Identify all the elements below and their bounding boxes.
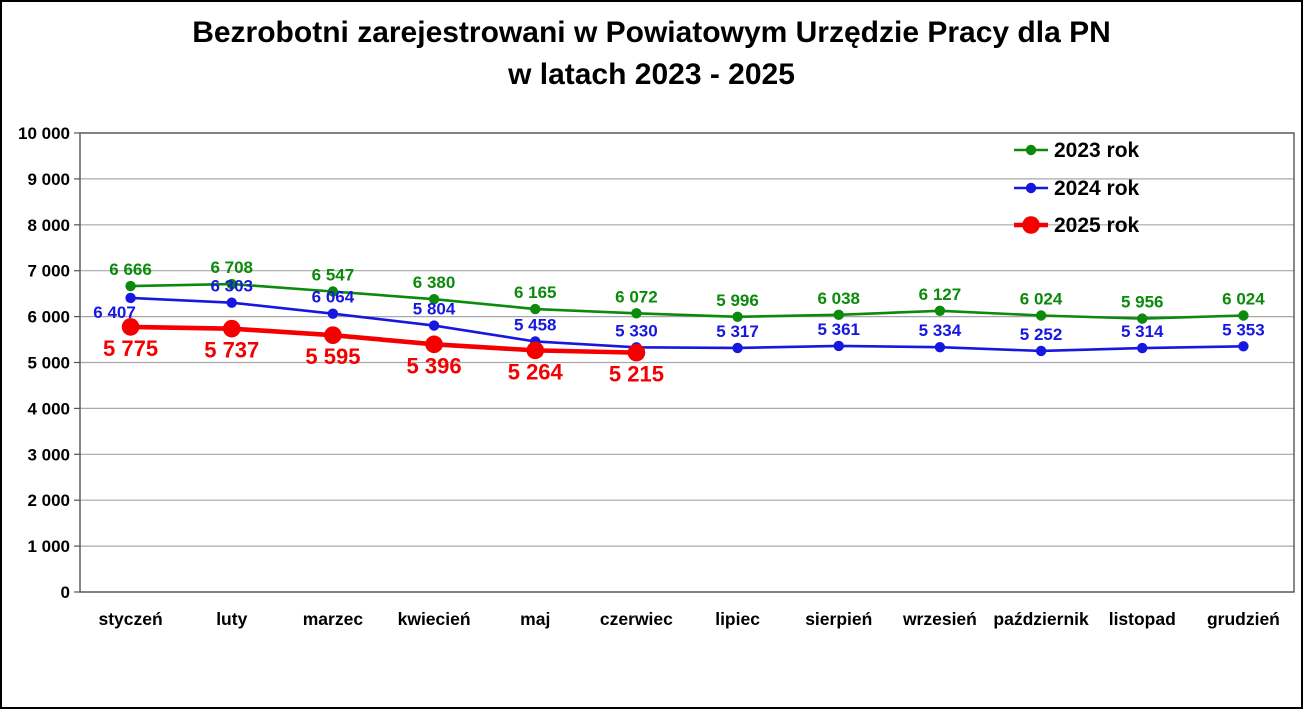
legend-label: 2024 rok [1054, 177, 1140, 200]
data-point-marker [125, 280, 136, 292]
chart-title-line2: w latach 2023 - 2025 [508, 58, 795, 91]
data-point-label: 5 775 [103, 336, 158, 361]
data-point-label: 6 127 [919, 285, 962, 304]
data-point-label: 6 165 [514, 283, 557, 302]
data-point-label: 5 396 [407, 353, 462, 378]
data-point-marker [1035, 345, 1047, 357]
data-point-marker [1238, 310, 1249, 321]
data-point-label: 6 666 [109, 260, 152, 279]
plot-border [79, 132, 1295, 593]
data-point-marker [327, 286, 339, 297]
legend-marker [1025, 182, 1037, 194]
data-point-marker [627, 343, 646, 362]
data-point-marker [324, 326, 342, 344]
data-point-marker [833, 340, 844, 352]
x-axis-category-label: listopad [1109, 609, 1176, 629]
data-point-label: 5 996 [716, 291, 759, 310]
x-axis-category-label: lipiec [715, 609, 760, 629]
y-axis-tick-label: 1 000 [27, 537, 70, 556]
data-point-marker [833, 309, 844, 321]
data-point-label: 5 334 [919, 321, 962, 340]
data-point-marker [934, 305, 946, 316]
y-axis-tick-label: 9 000 [27, 170, 70, 189]
data-point-marker [125, 292, 136, 304]
data-point-marker [428, 320, 440, 331]
series-line-2025-rok [128, 324, 639, 355]
data-point-label: 5 314 [1121, 322, 1164, 341]
data-point-label: 5 215 [609, 362, 664, 387]
legend-label: 2025 rok [1054, 214, 1140, 237]
data-point-label: 5 458 [514, 315, 557, 334]
data-point-label: 6 038 [817, 289, 860, 308]
x-axis-category-label: grudzień [1207, 609, 1280, 629]
series-line-2024-rok [129, 296, 1245, 353]
y-axis-tick-label: 7 000 [27, 262, 70, 281]
y-axis-tick-label: 0 [61, 583, 70, 602]
data-point-marker [428, 293, 440, 305]
data-point-label: 6 547 [312, 265, 355, 284]
data-point-label: 5 804 [413, 300, 456, 319]
data-point-marker [222, 319, 241, 338]
x-axis-category-label: maj [520, 609, 550, 629]
data-point-marker [226, 297, 237, 308]
data-point-label: 5 737 [204, 338, 259, 363]
data-point-label: 6 708 [210, 258, 253, 277]
data-point-label: 6 024 [1020, 289, 1063, 308]
x-axis-category-label: wrzesień [902, 609, 977, 629]
data-point-label: 5 264 [508, 359, 564, 384]
x-axis-category-label: czerwiec [600, 609, 673, 629]
data-point-marker [732, 311, 743, 322]
data-point-marker [530, 303, 541, 315]
data-point-label: 6 407 [93, 303, 136, 322]
chart-title: Bezrobotni zarejestrowani w Powiatowym U… [2, 12, 1301, 96]
data-point-marker [934, 341, 946, 353]
data-point-marker [121, 318, 140, 336]
data-point-marker [1137, 313, 1148, 324]
data-point-label: 5 361 [817, 320, 860, 339]
data-point-label: 6 064 [312, 288, 355, 307]
y-axis-tick-label: 4 000 [27, 399, 70, 418]
data-point-marker [1137, 342, 1148, 354]
data-point-marker [425, 335, 443, 354]
data-point-marker [631, 308, 642, 319]
y-axis-tick-label: 6 000 [27, 308, 70, 327]
data-point-marker [1238, 341, 1249, 352]
data-point-label: 5 353 [1222, 320, 1265, 339]
series-line-2023-rok [129, 282, 1245, 320]
data-point-marker [327, 308, 339, 319]
x-axis-category-label: styczeń [98, 609, 162, 629]
data-point-label: 6 024 [1222, 289, 1265, 308]
data-point-label: 5 330 [615, 321, 658, 340]
data-point-label: 5 317 [716, 322, 759, 341]
x-axis-category-label: luty [216, 609, 247, 629]
x-axis-category-label: marzec [303, 609, 364, 629]
legend-marker [1022, 216, 1040, 234]
legend-label: 2023 rok [1054, 139, 1140, 162]
x-axis-category-label: październik [993, 609, 1089, 629]
data-point-label: 5 595 [305, 344, 360, 369]
y-axis-tick-label: 5 000 [27, 354, 70, 373]
y-axis-tick-label: 2 000 [27, 491, 70, 510]
x-axis-category-label: kwiecień [398, 609, 471, 629]
y-axis-tick-label: 3 000 [27, 445, 70, 464]
data-point-label: 6 303 [210, 277, 253, 296]
data-point-label: 6 380 [413, 273, 456, 292]
data-point-marker [1035, 310, 1047, 321]
data-point-label: 5 252 [1020, 325, 1063, 344]
legend-marker [1025, 144, 1037, 156]
x-axis-category-label: sierpień [805, 609, 872, 629]
data-point-marker [226, 278, 237, 290]
chart-title-line1: Bezrobotni zarejestrowani w Powiatowym U… [192, 16, 1111, 49]
data-point-marker [732, 342, 743, 354]
data-point-label: 5 956 [1121, 293, 1164, 312]
y-axis-tick-label: 8 000 [27, 216, 70, 235]
y-axis-tick-label: 10 000 [18, 124, 70, 143]
data-point-marker [526, 341, 545, 360]
data-point-label: 6 072 [615, 287, 658, 306]
